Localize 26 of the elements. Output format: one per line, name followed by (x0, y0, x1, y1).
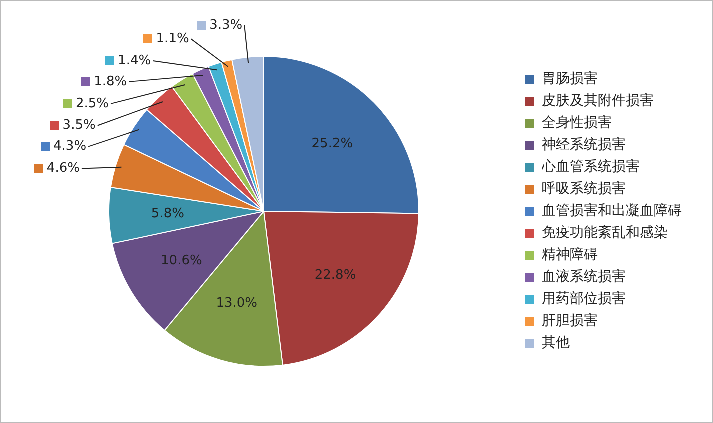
legend-label: 免疫功能紊乱和感染 (542, 225, 668, 242)
data-label: 3.5% (62, 118, 96, 134)
legend-label: 皮肤及其附件损害 (542, 93, 654, 110)
legend-label: 肝胆损害 (542, 313, 598, 330)
data-label: 13.0% (216, 296, 258, 312)
data-label: 1.8% (94, 74, 128, 90)
legend-label: 用药部位损害 (542, 291, 626, 308)
data-label: 2.5% (76, 96, 110, 112)
data-label: 22.8% (314, 268, 356, 284)
legend-label: 血管损害和出凝血障碍 (542, 203, 682, 220)
data-label: 4.6% (46, 161, 80, 176)
legend-label: 呼吸系统损害 (542, 181, 626, 198)
data-label: 1.4% (118, 53, 152, 68)
legend-label: 胃肠损害 (542, 71, 598, 88)
legend-label: 精神障碍 (542, 247, 598, 264)
legend-label: 其他 (542, 335, 570, 352)
data-label: 5.8% (151, 206, 184, 222)
data-label: 1.1% (156, 32, 190, 47)
legend-label: 血液系统损害 (542, 269, 626, 286)
data-label: 4.3% (54, 139, 87, 154)
legend-label: 心血管系统损害 (541, 159, 640, 176)
legend-label: 全身性损害 (542, 115, 612, 132)
data-label: 3.3% (210, 18, 243, 33)
legend-label: 神经系统损害 (542, 137, 626, 154)
data-label: 10.6% (161, 253, 202, 268)
data-label: 25.2% (312, 136, 354, 152)
